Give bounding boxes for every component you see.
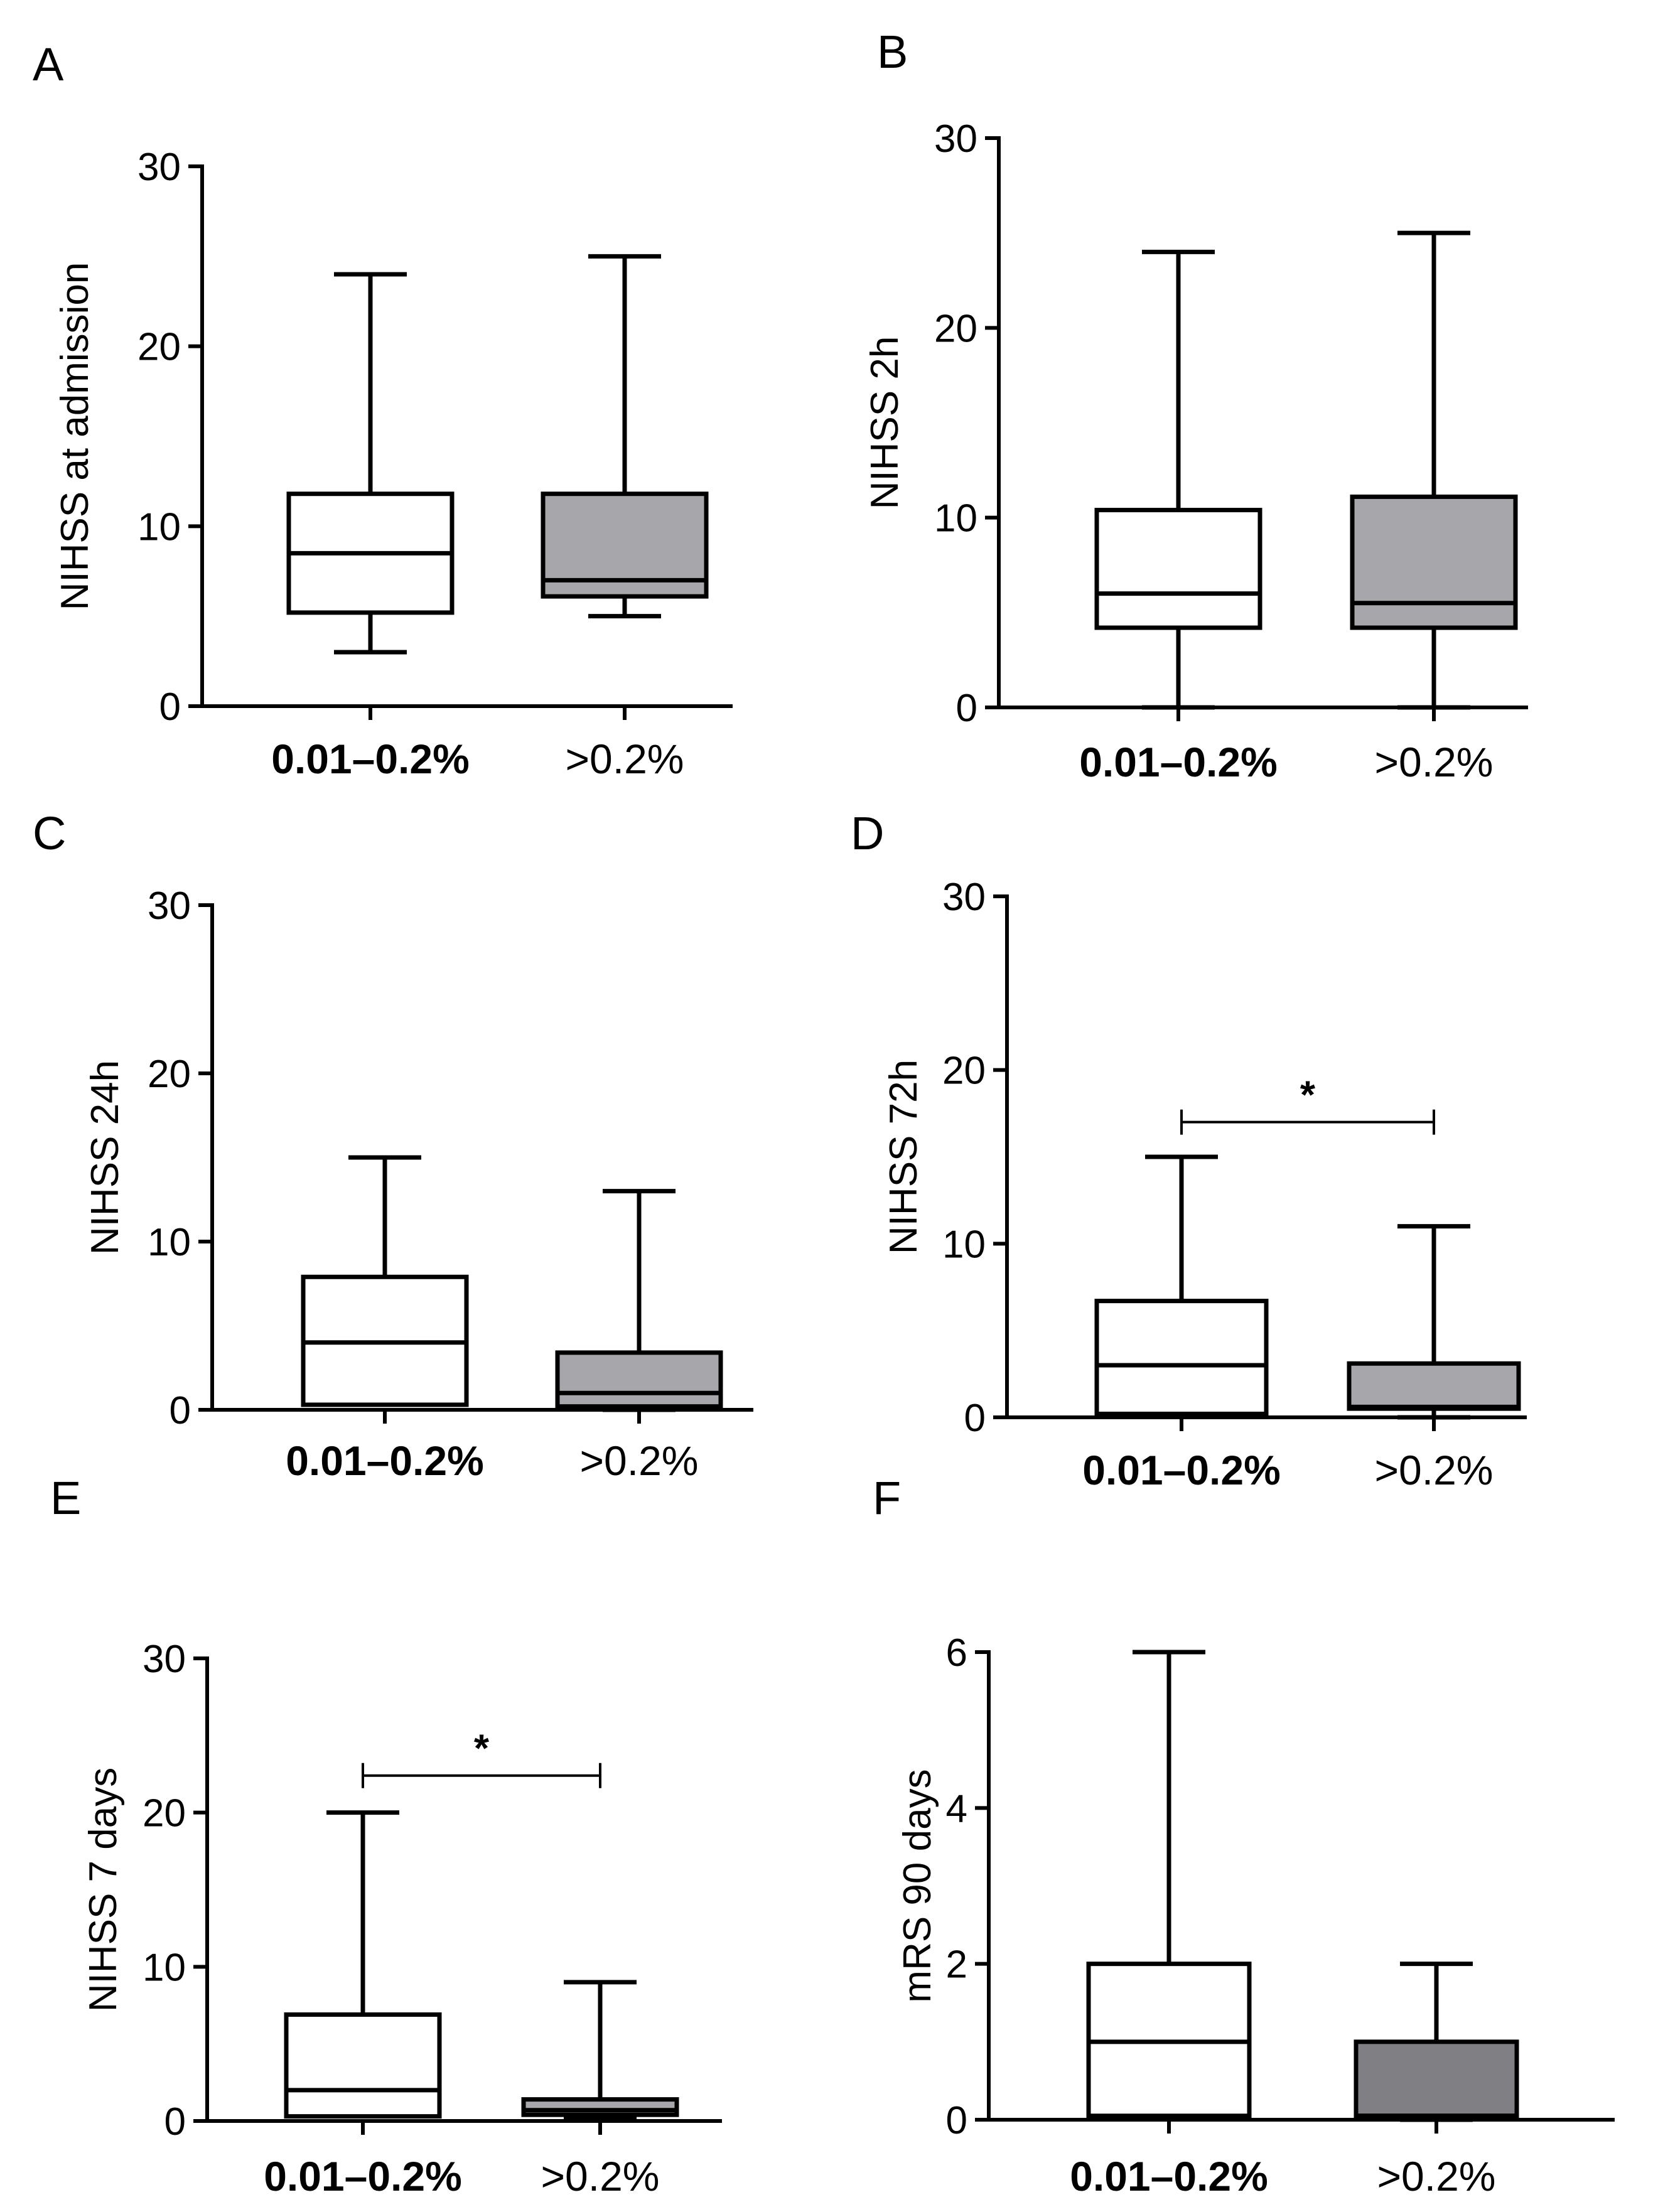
y-axis-label: NIHSS 72h — [882, 1060, 925, 1254]
y-tick-label: 20 — [934, 307, 977, 350]
x-category-label: >0.2% — [1377, 2153, 1496, 2199]
panel-a: A 0 10 20 30 NIHSS at admission 0.01–0.2% >0.2% — [33, 38, 733, 782]
box-iqr — [284, 2012, 442, 2119]
x-category-label: >0.2% — [566, 736, 684, 782]
panel-b: B 0 10 20 30 NIHSS 2h 0.01–0.2% >0.2% — [863, 26, 1528, 785]
panel-letter: D — [851, 807, 884, 859]
box-high — [541, 254, 709, 619]
panel-e: E 0 10 20 30 NIHSS 7 days 0.01–0.2% >0.2% * — [50, 1472, 722, 2199]
y-tick-label: 10 — [137, 505, 181, 549]
box-low — [1086, 1650, 1252, 2118]
x-category-label: 0.01–0.2% — [264, 2153, 462, 2199]
y-axis-label: NIHSS 2h — [863, 336, 907, 510]
x-category-label: >0.2% — [580, 1437, 699, 1484]
x-category-label: 0.01–0.2% — [1082, 1447, 1281, 1493]
panel-c: C 0 10 20 30 NIHSS 24h 0.01–0.2% >0.2% — [33, 807, 753, 1484]
box-low — [284, 1810, 442, 2119]
panel-letter: A — [33, 38, 64, 90]
y-axis-label: NIHSS 24h — [83, 1060, 127, 1255]
panel-letter: B — [877, 26, 908, 78]
box-iqr — [521, 2097, 679, 2117]
y-axis-label: NIHSS at admission — [53, 262, 97, 611]
x-category-label: 0.01–0.2% — [1079, 739, 1278, 785]
box-high — [521, 1980, 679, 2120]
panel-f: F 0 2 4 6 mRS 90 days 0.01–0.2% >0.2% — [873, 1472, 1615, 2199]
y-tick-label: 10 — [143, 1946, 186, 1989]
box-iqr — [1094, 1299, 1269, 1416]
box-high — [1354, 1962, 1519, 2122]
panel-d: D 0 10 20 30 NIHSS 72h 0.01–0.2% >0.2% * — [851, 807, 1527, 1493]
significance-star: * — [474, 1727, 490, 1771]
significance-bracket: * — [362, 1727, 601, 1788]
y-tick-label: 0 — [946, 2099, 967, 2142]
y-tick-label: 30 — [137, 146, 181, 189]
y-tick-label: 30 — [934, 117, 977, 161]
significance-bracket: * — [1180, 1074, 1435, 1135]
y-tick-label: 20 — [942, 1050, 986, 1093]
y-tick-label: 0 — [159, 685, 181, 729]
y-tick-label: 30 — [143, 1638, 186, 1681]
y-tick-label: 6 — [946, 1631, 967, 1675]
x-category-label: 0.01–0.2% — [286, 1437, 484, 1484]
y-tick-label: 20 — [143, 1792, 186, 1835]
box-iqr — [1350, 494, 1518, 630]
y-tick-label: 20 — [137, 326, 181, 369]
box-iqr — [555, 1350, 723, 1409]
significance-star: * — [1300, 1074, 1316, 1117]
y-tick-label: 30 — [942, 876, 986, 919]
x-category-label: 0.01–0.2% — [1070, 2153, 1268, 2199]
x-category-label: >0.2% — [1375, 739, 1494, 785]
panel-letter: F — [873, 1472, 901, 1524]
y-tick-label: 30 — [148, 884, 191, 928]
y-tick-label: 0 — [956, 687, 977, 730]
y-tick-label: 2 — [946, 1943, 967, 1987]
panel-letter: E — [50, 1472, 81, 1524]
y-tick-label: 4 — [946, 1787, 967, 1830]
x-category-label: 0.01–0.2% — [271, 736, 470, 782]
y-tick-label: 20 — [148, 1053, 191, 1096]
box-low — [1094, 1154, 1269, 1416]
box-high — [1350, 230, 1518, 710]
y-axis-label: NIHSS 7 days — [82, 1768, 125, 2012]
box-iqr — [1354, 2039, 1519, 2118]
box-high — [555, 1189, 723, 1412]
y-tick-label: 10 — [942, 1223, 986, 1266]
box-iqr — [1094, 508, 1262, 630]
box-low — [286, 272, 455, 655]
y-tick-label: 10 — [934, 497, 977, 540]
y-axis-label: mRS 90 days — [896, 1769, 939, 2002]
box-high — [1347, 1224, 1521, 1420]
y-tick-label: 0 — [964, 1397, 986, 1440]
x-category-label: >0.2% — [1375, 1447, 1494, 1493]
y-tick-label: 10 — [148, 1221, 191, 1264]
y-tick-label: 0 — [164, 2100, 186, 2144]
panel-letter: C — [33, 807, 66, 859]
box-iqr — [1347, 1361, 1521, 1411]
box-low — [1094, 249, 1262, 710]
x-category-label: >0.2% — [541, 2153, 660, 2199]
y-tick-label: 0 — [170, 1389, 191, 1432]
box-low — [301, 1155, 469, 1407]
